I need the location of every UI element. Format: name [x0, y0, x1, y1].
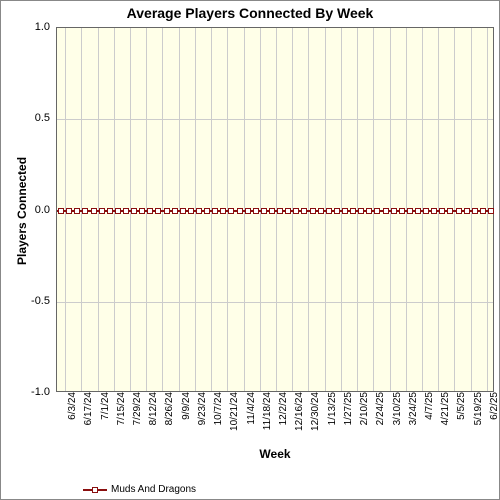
- x-tick-label: 7/29/24: [132, 392, 143, 440]
- data-marker-icon: [399, 208, 405, 214]
- data-marker-icon: [464, 208, 470, 214]
- data-marker-icon: [350, 208, 356, 214]
- data-marker-icon: [374, 208, 380, 214]
- data-marker-icon: [326, 208, 332, 214]
- x-tick-label: 9/23/24: [197, 392, 208, 440]
- data-marker-icon: [285, 208, 291, 214]
- x-tick-label: 12/2/24: [278, 392, 289, 440]
- chart-container: Average Players Connected By Week Player…: [0, 0, 500, 500]
- data-marker-icon: [139, 208, 145, 214]
- data-marker-icon: [358, 208, 364, 214]
- plot-area: [56, 27, 494, 392]
- legend-swatch: [83, 486, 107, 494]
- data-marker-icon: [147, 208, 153, 214]
- data-marker-icon: [261, 208, 267, 214]
- data-marker-icon: [107, 208, 113, 214]
- data-marker-icon: [310, 208, 316, 214]
- y-tick-label: -0.5: [1, 295, 50, 307]
- data-marker-icon: [383, 208, 389, 214]
- data-marker-icon: [366, 208, 372, 214]
- x-tick-label: 5/19/25: [473, 392, 484, 440]
- data-marker-icon: [415, 208, 421, 214]
- x-tick-label: 6/17/24: [83, 392, 94, 440]
- data-marker-icon: [407, 208, 413, 214]
- data-marker-icon: [269, 208, 275, 214]
- grid-line-h: [57, 302, 493, 303]
- y-tick-label: 0.5: [1, 112, 50, 124]
- legend-label: Muds And Dragons: [111, 484, 196, 495]
- x-axis-label: Week: [56, 447, 494, 461]
- x-tick-label: 11/4/24: [246, 392, 257, 440]
- data-marker-icon: [99, 208, 105, 214]
- chart-title: Average Players Connected By Week: [1, 5, 499, 21]
- data-marker-icon: [342, 208, 348, 214]
- data-marker-icon: [204, 208, 210, 214]
- data-marker-icon: [253, 208, 259, 214]
- x-tick-label: 12/30/24: [310, 392, 321, 440]
- data-marker-icon: [245, 208, 251, 214]
- data-marker-icon: [180, 208, 186, 214]
- data-marker-icon: [164, 208, 170, 214]
- x-tick-label: 5/5/25: [456, 392, 467, 440]
- data-marker-icon: [91, 208, 97, 214]
- x-tick-label: 4/7/25: [424, 392, 435, 440]
- x-tick-label: 1/27/25: [343, 392, 354, 440]
- data-marker-icon: [172, 208, 178, 214]
- data-marker-icon: [277, 208, 283, 214]
- y-tick-label: 1.0: [1, 21, 50, 33]
- x-tick-label: 9/9/24: [181, 392, 192, 440]
- x-tick-label: 8/12/24: [148, 392, 159, 440]
- data-marker-icon: [188, 208, 194, 214]
- data-marker-icon: [456, 208, 462, 214]
- y-tick-label: 0.0: [1, 204, 50, 216]
- legend-marker-icon: [92, 487, 98, 493]
- legend: Muds And Dragons: [83, 484, 196, 495]
- data-marker-icon: [155, 208, 161, 214]
- x-tick-label: 8/26/24: [164, 392, 175, 440]
- x-tick-label: 10/21/24: [229, 392, 240, 440]
- data-marker-icon: [293, 208, 299, 214]
- data-marker-icon: [66, 208, 72, 214]
- data-marker-icon: [131, 208, 137, 214]
- data-marker-icon: [196, 208, 202, 214]
- data-marker-icon: [480, 208, 486, 214]
- data-marker-icon: [334, 208, 340, 214]
- data-marker-icon: [301, 208, 307, 214]
- data-marker-icon: [212, 208, 218, 214]
- data-marker-icon: [237, 208, 243, 214]
- data-marker-icon: [220, 208, 226, 214]
- x-tick-label: 3/10/25: [392, 392, 403, 440]
- grid-line-h: [57, 119, 493, 120]
- data-marker-icon: [431, 208, 437, 214]
- data-marker-icon: [115, 208, 121, 214]
- data-marker-icon: [318, 208, 324, 214]
- data-marker-icon: [82, 208, 88, 214]
- x-tick-label: 4/21/25: [440, 392, 451, 440]
- data-marker-icon: [123, 208, 129, 214]
- x-tick-label: 12/16/24: [294, 392, 305, 440]
- data-marker-icon: [58, 208, 64, 214]
- x-tick-label: 1/13/25: [327, 392, 338, 440]
- x-tick-label: 6/2/25: [489, 392, 500, 440]
- x-tick-label: 7/15/24: [116, 392, 127, 440]
- x-tick-label: 2/24/25: [375, 392, 386, 440]
- data-marker-icon: [423, 208, 429, 214]
- x-tick-label: 7/1/24: [100, 392, 111, 440]
- x-tick-label: 2/10/25: [359, 392, 370, 440]
- data-marker-icon: [439, 208, 445, 214]
- x-tick-label: 3/24/25: [408, 392, 419, 440]
- y-tick-label: -1.0: [1, 386, 50, 398]
- data-marker-icon: [488, 208, 494, 214]
- data-marker-icon: [447, 208, 453, 214]
- x-tick-label: 6/3/24: [67, 392, 78, 440]
- data-marker-icon: [391, 208, 397, 214]
- data-marker-icon: [472, 208, 478, 214]
- data-marker-icon: [74, 208, 80, 214]
- data-marker-icon: [228, 208, 234, 214]
- x-tick-label: 10/7/24: [213, 392, 224, 440]
- x-tick-label: 11/18/24: [262, 392, 273, 440]
